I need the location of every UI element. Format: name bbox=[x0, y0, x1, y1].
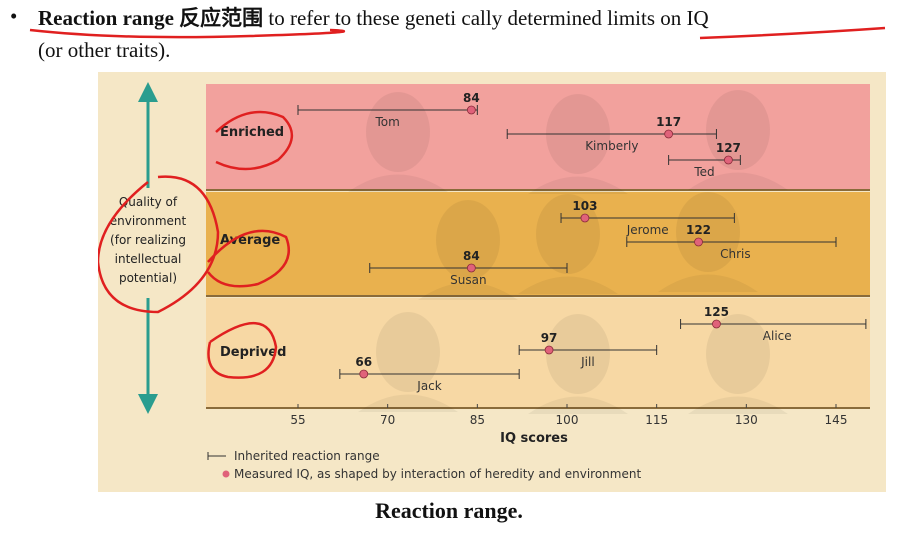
quality-label-line: environment bbox=[110, 214, 187, 228]
iq-dot-jack bbox=[359, 369, 369, 379]
band-label-enriched: Enriched bbox=[220, 125, 284, 140]
person-name-tom: Tom bbox=[375, 115, 400, 129]
shoulder-silhouette bbox=[658, 274, 758, 292]
iq-dot-tom bbox=[466, 105, 476, 115]
person-name-jack: Jack bbox=[416, 379, 441, 393]
shoulder-silhouette bbox=[528, 176, 628, 194]
x-tick-label: 70 bbox=[380, 413, 395, 427]
iq-value-jerome: 103 bbox=[572, 199, 597, 213]
x-tick-label: 85 bbox=[470, 413, 485, 427]
face-silhouette bbox=[376, 312, 440, 392]
underline-term bbox=[29, 28, 345, 39]
shoulder-silhouette bbox=[688, 396, 788, 414]
iq-value-jill: 97 bbox=[541, 331, 558, 345]
arrow-down-icon bbox=[138, 394, 158, 414]
face-silhouette bbox=[546, 314, 610, 394]
shoulder-silhouette bbox=[528, 396, 628, 414]
x-tick-label: 55 bbox=[290, 413, 305, 427]
bullet-line-1: Reaction range 反应范围 to refer to these ge… bbox=[38, 6, 709, 30]
x-axis-label: IQ scores bbox=[500, 431, 568, 446]
iq-value-alice: 125 bbox=[704, 305, 729, 319]
iq-value-ted: 127 bbox=[716, 141, 741, 155]
x-axis: 55 70 85 100 115 130 145 IQ scores bbox=[290, 404, 847, 446]
band-deprived bbox=[206, 298, 870, 408]
legend-dot-icon bbox=[222, 470, 230, 478]
legend: Inherited reaction range Measured IQ, as … bbox=[207, 449, 641, 481]
quality-label-line: intellectual bbox=[115, 252, 182, 266]
person-name-susan: Susan bbox=[450, 273, 486, 287]
band-average bbox=[206, 192, 870, 296]
underline-limits bbox=[699, 26, 886, 40]
x-tick-label: 100 bbox=[556, 413, 579, 427]
x-tick-label: 130 bbox=[735, 413, 758, 427]
band-label-deprived: Deprived bbox=[220, 345, 286, 360]
person-name-alice: Alice bbox=[763, 329, 792, 343]
shoulder-silhouette bbox=[358, 394, 458, 412]
iq-dot-alice bbox=[712, 319, 721, 329]
band-enriched bbox=[206, 84, 870, 190]
circle-quality bbox=[98, 175, 220, 314]
face-silhouette bbox=[706, 90, 770, 170]
reaction-range-figure: Enriched Average Deprived Quality of enviro… bbox=[98, 72, 886, 492]
person-name-jill: Jill bbox=[580, 355, 595, 369]
title-underlines bbox=[29, 26, 886, 40]
quality-label-line: Quality of bbox=[119, 195, 178, 209]
arrow-up-icon bbox=[138, 82, 158, 102]
person-name-jerome: Jerome bbox=[626, 223, 669, 237]
term: Reaction range bbox=[38, 6, 174, 30]
iq-dot-kimberly bbox=[664, 129, 674, 139]
face-silhouette bbox=[366, 92, 430, 172]
shoulder-silhouette bbox=[418, 282, 518, 300]
circle-enriched bbox=[215, 110, 293, 171]
person-name-ted: Ted bbox=[693, 165, 714, 179]
person-name-kimberly: Kimberly bbox=[585, 139, 638, 153]
circle-deprived bbox=[207, 322, 278, 379]
x-tick-label: 145 bbox=[825, 413, 848, 427]
figure-canvas: Enriched Average Deprived Quality of enviro… bbox=[98, 82, 870, 481]
person-name-chris: Chris bbox=[720, 247, 751, 261]
iq-dot-ted bbox=[724, 155, 733, 165]
handwritten-annotations bbox=[98, 110, 293, 379]
figure-caption: Reaction range. bbox=[375, 498, 523, 523]
iq-dot-jerome bbox=[580, 213, 590, 223]
legend-range-text: Inherited reaction range bbox=[234, 449, 380, 463]
quality-label-line: (for realizing bbox=[110, 233, 186, 247]
iq-value-chris: 122 bbox=[686, 223, 711, 237]
shoulder-silhouette bbox=[688, 172, 788, 190]
quality-label-line: potential) bbox=[119, 271, 177, 285]
shoulder-silhouette bbox=[518, 276, 618, 294]
legend-dot-text: Measured IQ, as shaped by interaction of… bbox=[234, 467, 641, 481]
iq-value-tom: 84 bbox=[463, 91, 480, 105]
circle-average bbox=[207, 229, 291, 288]
iq-value-susan: 84 bbox=[463, 249, 480, 263]
x-tick-label: 115 bbox=[645, 413, 668, 427]
quality-label-bg bbox=[100, 188, 196, 298]
iq-dot-chris bbox=[694, 237, 703, 247]
term-definition: to refer to these geneti cally determine… bbox=[263, 6, 709, 30]
face-silhouette bbox=[706, 314, 770, 394]
bands: Enriched Average Deprived bbox=[206, 84, 870, 414]
iq-dot-susan bbox=[466, 263, 476, 273]
term-chinese: 反应范围 bbox=[179, 6, 264, 30]
iq-value-kimberly: 117 bbox=[656, 115, 681, 129]
iq-dot-jill bbox=[544, 345, 554, 355]
shoulder-silhouette bbox=[348, 174, 448, 192]
face-silhouette bbox=[436, 200, 500, 280]
band-label-average: Average bbox=[220, 233, 280, 248]
bullet-line-2: (or other traits). bbox=[38, 38, 171, 62]
quality-axis: Quality of environment (for realizing intel… bbox=[100, 82, 196, 414]
face-silhouette bbox=[676, 192, 740, 272]
iq-value-jack: 66 bbox=[355, 355, 372, 369]
bullet-dot: • bbox=[10, 4, 18, 28]
